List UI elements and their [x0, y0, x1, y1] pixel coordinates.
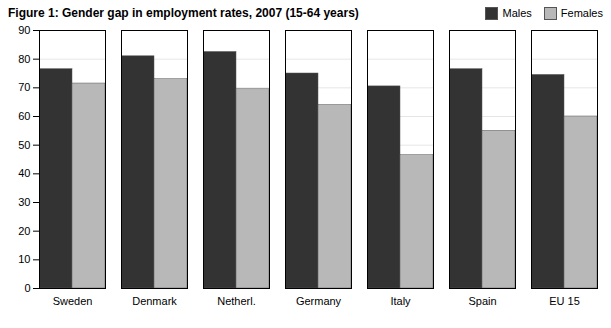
html-text:Females: Females	[560, 7, 603, 19]
svg-text:Italy: Italy	[390, 295, 411, 307]
svg-text:Germany: Germany	[296, 295, 342, 307]
svg-text:90: 90	[18, 24, 30, 36]
svg-text:30: 30	[18, 196, 30, 208]
svg-text:Netherl.: Netherl.	[217, 295, 256, 307]
svg-text:Sweden: Sweden	[53, 295, 93, 307]
svg-text:60: 60	[18, 110, 30, 122]
svg-text:50: 50	[18, 139, 30, 151]
svg-text:70: 70	[18, 81, 30, 93]
svg-text:10: 10	[18, 253, 30, 265]
svg-text:0: 0	[24, 282, 30, 294]
html-text:Figure 1: Gender gap in employ: Figure 1: Gender gap in employment rates…	[8, 6, 359, 20]
svg-text:EU 15: EU 15	[549, 295, 580, 307]
svg-text:40: 40	[18, 167, 30, 179]
svg-text:20: 20	[18, 225, 30, 237]
svg-text:Denmark: Denmark	[132, 295, 177, 307]
svg-text:Spain: Spain	[468, 295, 496, 307]
html-text:Males: Males	[502, 7, 532, 19]
svg-text:80: 80	[18, 53, 30, 65]
